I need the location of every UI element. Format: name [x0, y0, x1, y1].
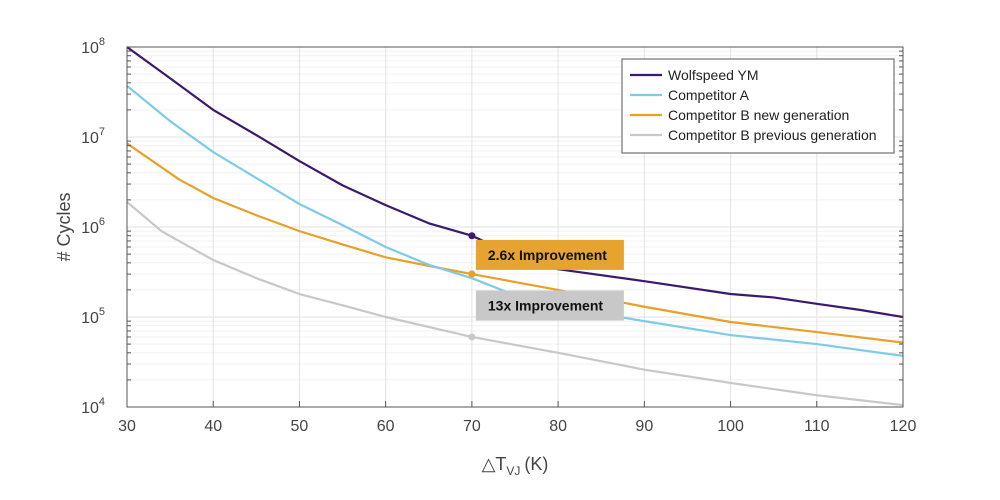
series-line-3 [126, 201, 904, 407]
annotation-marker [468, 333, 476, 341]
annotation-marker [468, 270, 476, 278]
x-tick-label: 30 [118, 418, 136, 435]
x-tick-label: 50 [291, 418, 309, 435]
y-tick-label: 105 [81, 306, 105, 327]
y-tick-label: 107 [81, 126, 105, 147]
annotation-label: 2.6x Improvement [488, 247, 607, 263]
annotation-box [475, 290, 624, 321]
plot-frame [126, 46, 904, 408]
y-axis-label: # Cycles [54, 192, 74, 261]
legend-label: Wolfspeed YM [668, 67, 759, 83]
y-tick-label: 106 [81, 216, 105, 237]
legend: Wolfspeed YM Competitor A Competitor B new… [621, 58, 895, 154]
annotation-label: 13x Improvement [488, 298, 603, 314]
axis-ticks: 30 40 50 60 70 80 90 100 110 120 104 105 106 107 108 [81, 36, 916, 435]
legend-box [621, 58, 895, 154]
legend-label: Competitor B previous generation [668, 127, 877, 143]
series-line-1 [126, 85, 904, 357]
annotation-box [475, 239, 624, 270]
x-axis-label: △TVJ (K) [482, 454, 549, 478]
y-tick-label: 104 [81, 396, 105, 417]
y-tick-label: 108 [81, 36, 105, 57]
legend-label: Competitor B new generation [668, 107, 849, 123]
x-tick-label: 40 [204, 418, 222, 435]
x-tick-label: 60 [377, 418, 395, 435]
annotation-marker [468, 232, 476, 240]
series-line-2 [126, 142, 904, 344]
x-tick-label: 100 [717, 418, 744, 435]
annotations: 2.6x Improvement 13x Improvement [468, 232, 624, 341]
x-tick-label: 90 [635, 418, 653, 435]
x-tick-label: 110 [804, 418, 830, 435]
x-tick-label: 120 [890, 418, 917, 435]
x-tick-label: 70 [463, 418, 481, 435]
legend-label: Competitor A [668, 87, 750, 103]
x-tick-label: 80 [549, 418, 567, 435]
